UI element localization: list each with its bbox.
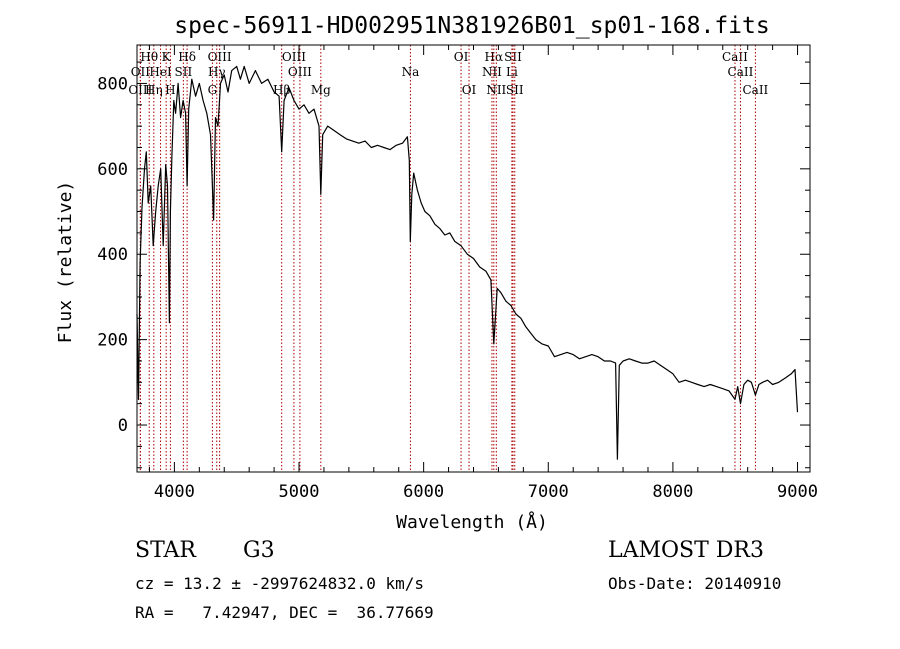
marker-label-4: HeI [149, 65, 172, 79]
marker-label-13: OIII [282, 50, 306, 64]
x-tick-label-7000: 7000 [528, 482, 569, 502]
y-tick-label-0: 0 [118, 416, 128, 436]
x-axis-label: Wavelength (Å) [396, 511, 548, 533]
series-flux [136, 65, 799, 460]
y-tick-label-800: 800 [97, 74, 128, 94]
x-tick-label-9000: 9000 [777, 482, 818, 502]
marker-label-18: OI [462, 83, 477, 97]
y-tick-label-400: 400 [97, 245, 128, 265]
marker-label-25: CaII [722, 50, 748, 64]
marker-label-8: Hδ [178, 50, 196, 64]
marker-label-0: Hθ [140, 50, 158, 64]
y-tick-label-200: 200 [97, 331, 128, 351]
marker-label-27: CaII [742, 83, 768, 97]
marker-label-17: OI [454, 50, 469, 64]
marker-label-22: SII [504, 50, 522, 64]
marker-label-1: OII [131, 65, 151, 79]
marker-label-10: Hγ [208, 65, 226, 79]
y-axis-label: Flux (relative) [55, 181, 76, 344]
marker-label-5: K [162, 50, 172, 64]
marker-label-2: OIII [128, 83, 152, 97]
data-release: LAMOST DR3 [608, 538, 764, 563]
marker-label-14: OIII [288, 65, 312, 79]
marker-label-24: SII [506, 83, 524, 97]
marker-label-19: Hα [485, 50, 504, 64]
marker-label-15: Mg [311, 83, 331, 97]
marker-label-21: NII [486, 83, 506, 97]
marker-label-20: NII [482, 65, 502, 79]
redshift-line: cz = 13.2 ± -2997624832.0 km/s [135, 574, 424, 593]
x-tick-label-5000: 5000 [279, 482, 320, 502]
marker-label-11: G [208, 83, 218, 97]
marker-label-6: H [165, 83, 175, 97]
marker-label-3: Hη [145, 83, 163, 97]
x-axis: 4000 5000 6000 7000 8000 9000 [148, 45, 818, 502]
spectrum-series [136, 65, 799, 460]
subclass: G3 [243, 538, 275, 563]
chart-title: spec-56911-HD002951N381926B01_sp01-168.f… [174, 13, 769, 39]
marker-label-12: Hβ [273, 83, 290, 97]
marker-label-9: OIII [208, 50, 232, 64]
object-class: STAR [135, 538, 196, 563]
coordinates-line: RA = 7.42947, DEC = 36.77669 [135, 603, 434, 622]
x-tick-label-6000: 6000 [403, 482, 444, 502]
y-axis: 0 200 400 600 800 [97, 61, 810, 469]
x-tick-label-8000: 8000 [652, 482, 693, 502]
obs-date-line: Obs-Date: 20140910 [608, 574, 782, 593]
y-tick-label-600: 600 [97, 160, 128, 180]
marker-label-26: CaII [728, 65, 754, 79]
marker-label-23: Li [506, 65, 518, 79]
marker-label-16: Na [402, 65, 420, 79]
marker-label-7: SII [175, 65, 193, 79]
x-tick-label-4000: 4000 [154, 482, 195, 502]
